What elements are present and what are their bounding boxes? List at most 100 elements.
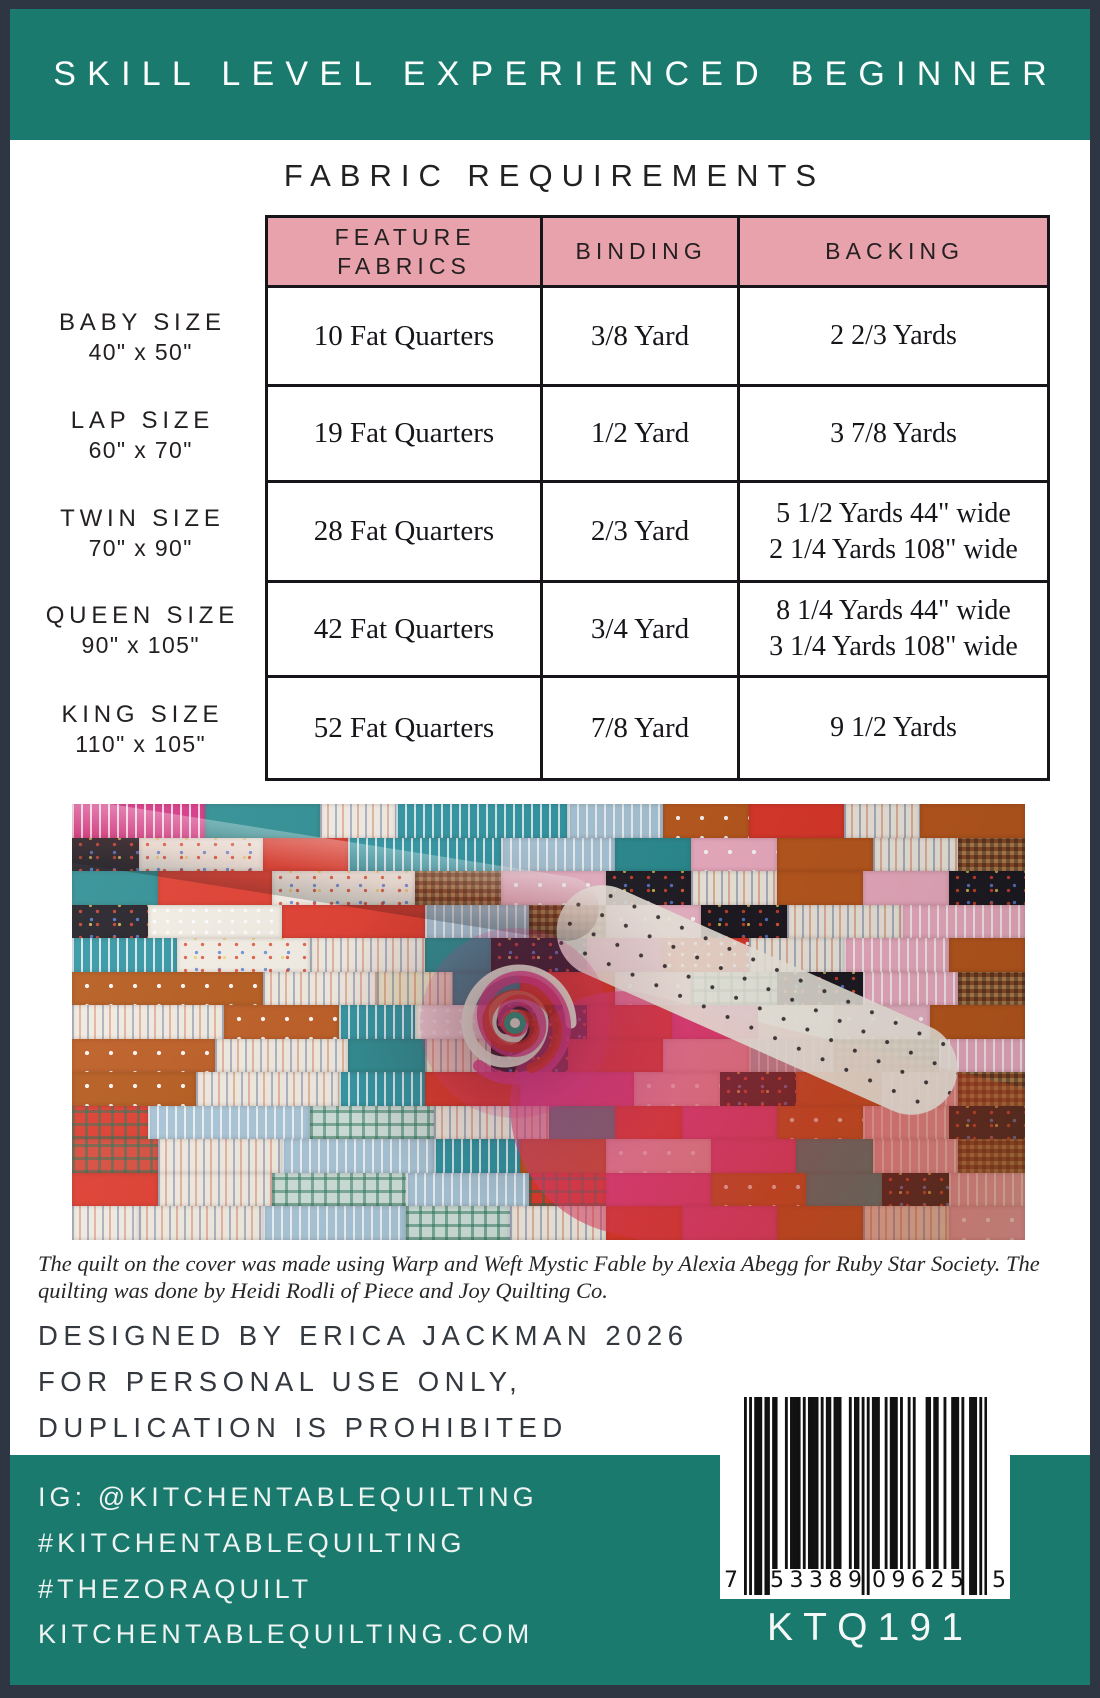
backing-line: 3 7/8 Yards	[830, 417, 957, 449]
cell-feature-fabrics: 10 Fat Quarters	[265, 285, 543, 387]
skill-level-title: SKILL LEVEL EXPERIENCED BEGINNER	[53, 55, 1058, 93]
quilt-patch	[72, 871, 158, 905]
table-row: 19 Fat Quarters 1/2 Yard 3 7/8 Yards	[265, 384, 1050, 483]
table-header-row: FEATURE FABRICS BINDING BACKING	[265, 215, 1050, 288]
barcode-digit: 8	[828, 1568, 843, 1593]
quilt-patch	[415, 871, 501, 905]
fabric-requirements-heading: FABRIC REQUIREMENTS	[283, 158, 826, 193]
column-header-backing: BACKING	[737, 215, 1050, 288]
quilt-patch	[500, 837, 616, 872]
quilt-patch	[138, 1206, 263, 1240]
cell-feature-fabrics: 52 Fat Quarters	[265, 675, 543, 781]
quilt-patch	[72, 1072, 196, 1106]
caption-line: quilting was done by Heidi Rodli of Piec…	[38, 1277, 608, 1303]
quilt-patch	[901, 904, 1025, 939]
cell-binding: 2/3 Yard	[540, 480, 740, 583]
quilt-patch	[224, 1005, 339, 1039]
cell-binding: 3/8 Yard	[540, 285, 740, 387]
barcode-digit: 3	[789, 1568, 804, 1593]
barcode-digit: 9	[891, 1568, 906, 1593]
backing-line: 2 1/4 Yards 108" wide	[769, 533, 1018, 565]
quilt-patch	[138, 837, 263, 872]
quilt-patch	[691, 871, 778, 905]
quilt-patch	[272, 871, 416, 905]
quilt-patch	[262, 1206, 406, 1240]
cell-binding: 1/2 Yard	[540, 384, 740, 483]
quilt-patch	[748, 804, 844, 838]
quilt-patch	[72, 1206, 139, 1240]
quilt-patch	[405, 1172, 530, 1207]
quilt-swirl-center	[420, 928, 610, 1118]
designer-credits: DESIGNED BY ERICA JACKMAN 2026 FOR PERSO…	[38, 1313, 938, 1451]
fabric-table-body: 10 Fat Quarters 3/8 Yard 2 2/3 Yards 19 Fat…	[265, 285, 1050, 781]
caption-line: The quilt on the cover was made using Wa…	[38, 1251, 1040, 1276]
quilt-patch	[929, 1005, 1025, 1039]
quilt-patch	[72, 904, 149, 939]
quilt-patch	[262, 837, 349, 872]
cell-backing: 3 7/8 Yards	[737, 384, 1050, 483]
footer-hashtag-quilt: #THEZORAQUILT	[38, 1574, 313, 1604]
quilt-patch	[786, 904, 902, 939]
quilt-patch	[72, 971, 263, 1006]
quilt-patch	[319, 804, 397, 838]
quilt-patch	[958, 837, 1025, 872]
quilt-patch	[843, 804, 921, 838]
quilt-patch	[72, 1139, 158, 1173]
cell-feature-fabrics: 42 Fat Quarters	[265, 580, 543, 678]
quilt-patch	[157, 1172, 273, 1207]
cell-backing: 5 1/2 Yards 44" wide 2 1/4 Yards 108" wid…	[737, 480, 1050, 583]
quilt-photo	[72, 804, 1025, 1240]
quilt-patch	[862, 871, 949, 905]
backing-line: 5 1/2 Yards 44" wide	[776, 497, 1011, 529]
cell-backing: 8 1/4 Yards 44" wide 3 1/4 Yards 108" wid…	[737, 580, 1050, 678]
footer-hashtag-brand: #KITCHENTABLEQUILTING	[38, 1528, 466, 1558]
quilt-patch	[72, 1038, 215, 1073]
quilt-patch	[310, 938, 425, 972]
cover-quilt-caption: The quilt on the cover was made using Wa…	[38, 1251, 1068, 1304]
quilt-patch	[338, 1072, 425, 1106]
size-label: TWIN SIZE 70" x 90"	[22, 483, 258, 583]
cell-feature-fabrics: 19 Fat Quarters	[265, 384, 543, 483]
quilt-patch	[72, 804, 206, 838]
size-label: QUEEN SIZE 90" x 105"	[22, 583, 258, 678]
quilt-patch	[72, 938, 177, 972]
quilt-patch	[434, 1139, 520, 1173]
backing-line: 2 2/3 Yards	[830, 320, 957, 352]
quilt-patch	[310, 1105, 435, 1140]
quilt-patch	[958, 971, 1025, 1006]
quilt-patch	[662, 804, 749, 838]
size-name: KING SIZE	[61, 701, 224, 728]
quilt-strip-row	[72, 871, 1025, 905]
quilt-patch	[72, 1005, 225, 1039]
quilt-patch	[205, 804, 320, 838]
size-label: LAP SIZE 60" x 70"	[22, 387, 258, 483]
credit-line-duplication: DUPLICATION IS PROHIBITED	[38, 1412, 568, 1443]
column-header-feature-fabrics: FEATURE FABRICS	[265, 215, 543, 288]
column-header-binding: BINDING	[540, 215, 740, 288]
table-row: 28 Fat Quarters 2/3 Yard 5 1/2 Yards 44" w…	[265, 480, 1050, 583]
cell-feature-fabrics: 28 Fat Quarters	[265, 480, 543, 583]
quilt-patch	[424, 904, 530, 939]
size-dimensions: 70" x 90"	[88, 534, 193, 561]
quilt-patch	[72, 1105, 149, 1140]
quilt-patch	[405, 1206, 511, 1240]
quilt-patch	[948, 871, 1025, 905]
barcode-digit: 9	[848, 1568, 862, 1593]
cell-backing: 9 1/2 Yards	[737, 675, 1050, 781]
quilt-patch	[615, 837, 692, 872]
barcode-digit: 0	[872, 1568, 886, 1593]
size-label: KING SIZE 110" x 105"	[22, 678, 258, 781]
table-row: 42 Fat Quarters 3/4 Yard 8 1/4 Yards 44" w…	[265, 580, 1050, 678]
quilt-patch	[920, 804, 1025, 838]
footer-instagram-handle: IG: @KITCHENTABLEQUILTING	[38, 1482, 538, 1512]
product-code: KTQ191	[767, 1606, 974, 1649]
quilt-patch	[72, 1172, 158, 1207]
quilt-patch	[948, 938, 1025, 972]
quilt-patch	[148, 1105, 311, 1140]
barcode-digit-right: 5	[992, 1568, 1006, 1593]
cell-backing: 2 2/3 Yards	[737, 285, 1050, 387]
quilt-patch	[157, 871, 273, 905]
barcode-digit: 2	[930, 1568, 945, 1593]
